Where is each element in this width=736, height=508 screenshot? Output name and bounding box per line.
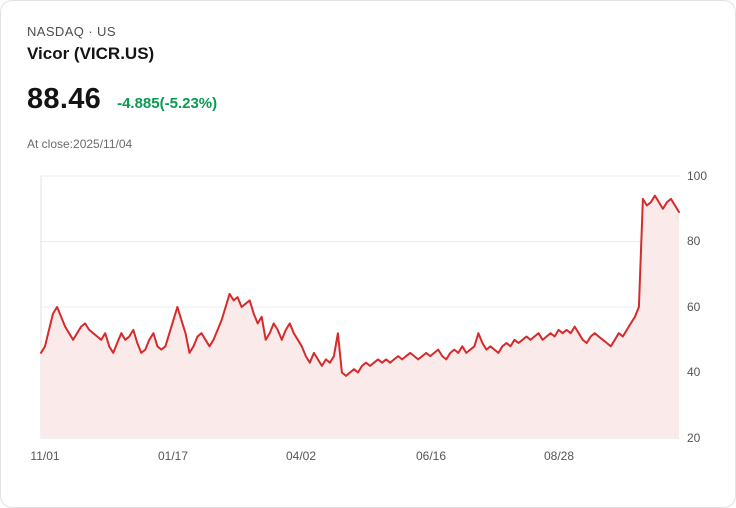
x-axis-tick: 08/28 bbox=[543, 449, 575, 463]
x-axis-tick: 11/01 bbox=[30, 449, 60, 463]
y-axis-tick: 100 bbox=[687, 169, 708, 183]
x-axis-tick: 01/17 bbox=[157, 449, 189, 463]
y-axis-tick: 40 bbox=[687, 365, 701, 379]
exchange-info: NASDAQ · US bbox=[27, 24, 116, 39]
stock-title: Vicor (VICR.US) bbox=[27, 44, 155, 63]
y-axis-tick: 20 bbox=[687, 431, 701, 445]
price-line bbox=[40, 194, 680, 377]
x-axis-tick: 06/16 bbox=[415, 449, 447, 463]
price-change: -4.885(-5.23%) bbox=[117, 95, 218, 112]
close-info: At close:2025/11/04 bbox=[27, 137, 133, 151]
price-area bbox=[41, 195, 679, 438]
y-axis-tick: 80 bbox=[687, 234, 701, 248]
price-row: 88.46 -4.885(-5.23%) bbox=[27, 83, 217, 116]
current-price: 88.46 bbox=[27, 83, 102, 115]
x-axis-tick: 04/02 bbox=[285, 449, 317, 463]
y-axis-tick: 60 bbox=[687, 300, 701, 314]
